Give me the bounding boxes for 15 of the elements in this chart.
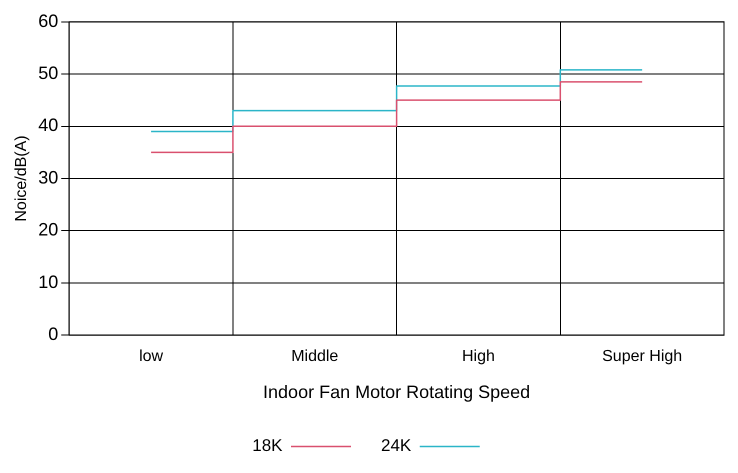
y-tick-label: 20 — [38, 220, 58, 240]
y-tick-label: 40 — [38, 115, 58, 136]
x-tick-label: High — [462, 348, 495, 366]
y-tick-label: 0 — [48, 324, 58, 344]
x-tick-label: Middle — [291, 348, 338, 366]
legend-label: 24K — [381, 436, 412, 456]
y-tick-label: 10 — [38, 272, 58, 292]
x-tick-label: low — [139, 348, 164, 366]
y-axis-title: Noice/dB(A) — [13, 135, 30, 222]
y-tick-label: 30 — [38, 167, 58, 188]
y-tick-label: 60 — [38, 10, 58, 31]
y-tick-label: 50 — [38, 63, 58, 83]
x-axis-title: Indoor Fan Motor Rotating Speed — [263, 382, 530, 402]
legend-label: 18K — [252, 436, 284, 456]
x-tick-label: Super High — [602, 348, 682, 366]
